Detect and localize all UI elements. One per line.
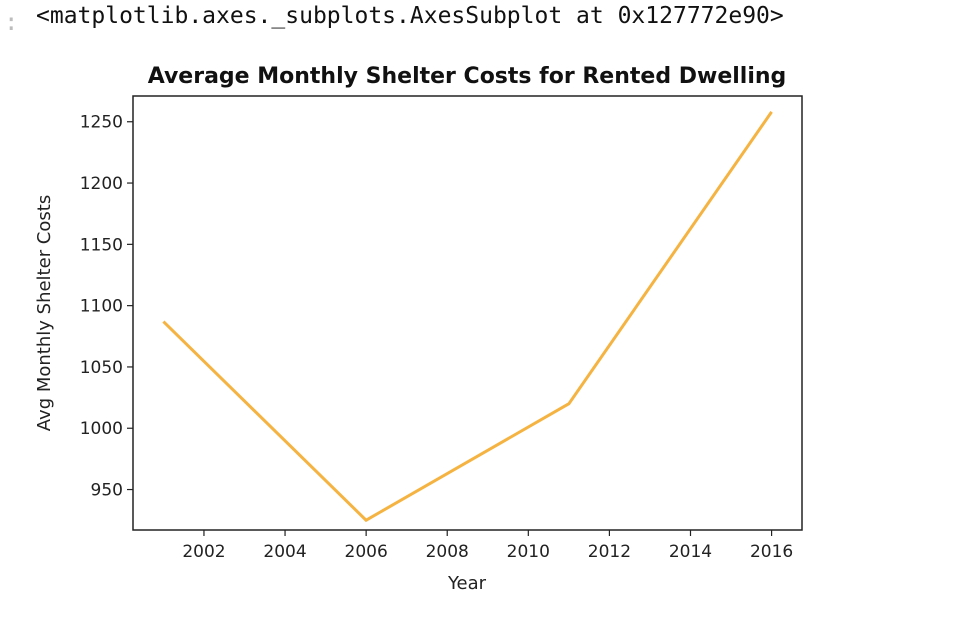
x-tick-label: 2006 <box>345 542 388 562</box>
y-tick-label: 1100 <box>80 297 123 317</box>
x-axis-ticks: 2002 2004 2006 2008 2010 2012 2014 2016 <box>182 530 793 562</box>
plot-frame <box>132 95 803 531</box>
x-tick-label: 2010 <box>507 542 550 562</box>
x-tick-label: 2014 <box>669 542 712 562</box>
chart-title: Average Monthly Shelter Costs for Rented… <box>148 64 787 89</box>
y-tick-label: 1250 <box>80 113 123 133</box>
y-tick-label: 1050 <box>80 358 123 378</box>
x-tick-label: 2016 <box>750 542 793 562</box>
x-tick-label: 2012 <box>588 542 631 562</box>
y-tick-label: 1200 <box>80 174 123 194</box>
y-tick-label: 1150 <box>80 235 123 255</box>
axes-repr-text: <matplotlib.axes._subplots.AxesSubplot a… <box>36 3 784 29</box>
y-tick-label: 950 <box>91 481 123 501</box>
series-line <box>162 111 773 523</box>
x-axis-label: Year <box>447 573 487 594</box>
x-tick-label: 2002 <box>182 542 225 562</box>
y-axis-label: Avg Monthly Shelter Costs <box>34 195 55 431</box>
output-prompt-marker: : <box>4 8 19 36</box>
x-tick-label: 2008 <box>426 542 469 562</box>
x-tick-label: 2004 <box>263 542 306 562</box>
y-tick-label: 1000 <box>80 419 123 439</box>
y-axis-ticks: 950 1000 1050 1100 1150 1200 1250 <box>80 113 133 501</box>
series-layer <box>162 111 773 523</box>
